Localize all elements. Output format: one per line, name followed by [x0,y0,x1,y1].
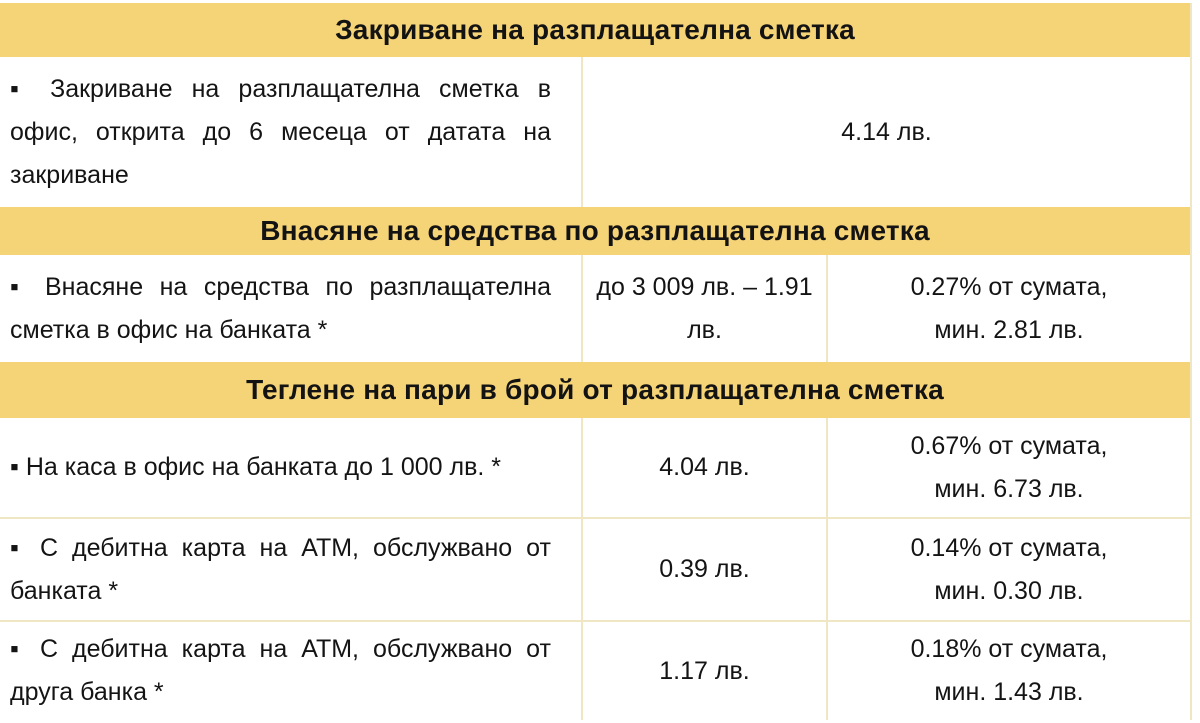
section-header-label: Внасяне на средства по разплащателна сме… [260,215,930,246]
fee-amount: 4.14 лв. [841,117,932,146]
section-band-cash-withdrawal: Теглене на пари в брой от разплащателна … [0,362,1190,418]
fee-percent-cell: 0.67% от сумата, мин. 6.73 лв. [828,418,1190,517]
fee-percent: 0.18% от сумата, мин. 1.43 лв. [910,635,1108,706]
service-cell: ▪ С дебитна карта на АТМ, обслужвано от … [0,517,583,620]
service-cell: ▪ На каса в офис на банката до 1 000 лв.… [0,418,583,517]
service-cell: ▪ Закриване на разплащателна сметка в оф… [0,57,583,207]
fee-fixed-cell: 0.39 лв. [583,517,828,620]
service-label: На каса в офис на банката до 1 000 лв. * [25,453,501,481]
service-label: Закриване на разплащателна сметка в офис… [10,74,551,189]
bullet-icon: ▪ [10,635,26,663]
fee-fixed: 1.17 лв. [659,656,750,685]
bullet-icon: ▪ [10,453,19,481]
fee-fixed: 0.39 лв. [659,555,750,583]
bullet-icon: ▪ [10,272,29,301]
fee-fixed-cell: 4.04 лв. [583,418,828,517]
service-text: ▪ Внасяне на средства по разплащателна с… [10,266,551,352]
fee-percent-cell: 0.14% от сумата, мин. 0.30 лв. [828,517,1190,620]
bullet-icon: ▪ [10,533,26,562]
service-cell: ▪ С дебитна карта на АТМ, обслужвано от … [0,620,583,720]
bank-fees-table: Закриване на разплащателна сметка ▪ Закр… [0,3,1192,720]
service-text: ▪ С дебитна карта на АТМ, обслужвано от … [10,628,551,714]
service-label: Внасяне на средства по разплащателна сме… [10,272,551,344]
fee-percent: 0.67% от сумата, мин. 6.73 лв. [910,431,1108,503]
service-cell: ▪ Внасяне на средства по разплащателна с… [0,255,583,362]
fee-percent: 0.14% от сумата, мин. 0.30 лв. [910,533,1108,605]
fee-percent: 0.27% от сумата, мин. 2.81 лв. [910,272,1108,344]
section-band-deposits: Внасяне на средства по разплащателна сме… [0,207,1190,255]
fee-fixed-cell: до 3 009 лв. – 1.91 лв. [583,255,828,362]
section-band-account-closing: Закриване на разплащателна сметка [0,3,1190,57]
service-text: ▪ Закриване на разплащателна сметка в оф… [10,68,551,197]
service-label: С дебитна карта на АТМ, обслужвано от ба… [10,533,551,605]
fee-amount-cell: 4.14 лв. [583,57,1190,207]
fee-fixed: 4.04 лв. [659,453,750,481]
fee-fixed: до 3 009 лв. – 1.91 лв. [596,272,813,344]
section-header-label: Закриване на разплащателна сметка [335,14,855,45]
fee-percent-cell: 0.27% от сумата, мин. 2.81 лв. [828,255,1190,362]
bullet-icon: ▪ [10,74,32,103]
service-text: ▪ На каса в офис на банката до 1 000 лв.… [10,446,551,489]
section-header-label: Теглене на пари в брой от разплащателна … [246,374,944,405]
service-label: С дебитна карта на АТМ, обслужвано от др… [10,635,551,706]
fee-percent-cell: 0.18% от сумата, мин. 1.43 лв. [828,620,1190,720]
service-text: ▪ С дебитна карта на АТМ, обслужвано от … [10,527,551,613]
fee-fixed-cell: 1.17 лв. [583,620,828,720]
